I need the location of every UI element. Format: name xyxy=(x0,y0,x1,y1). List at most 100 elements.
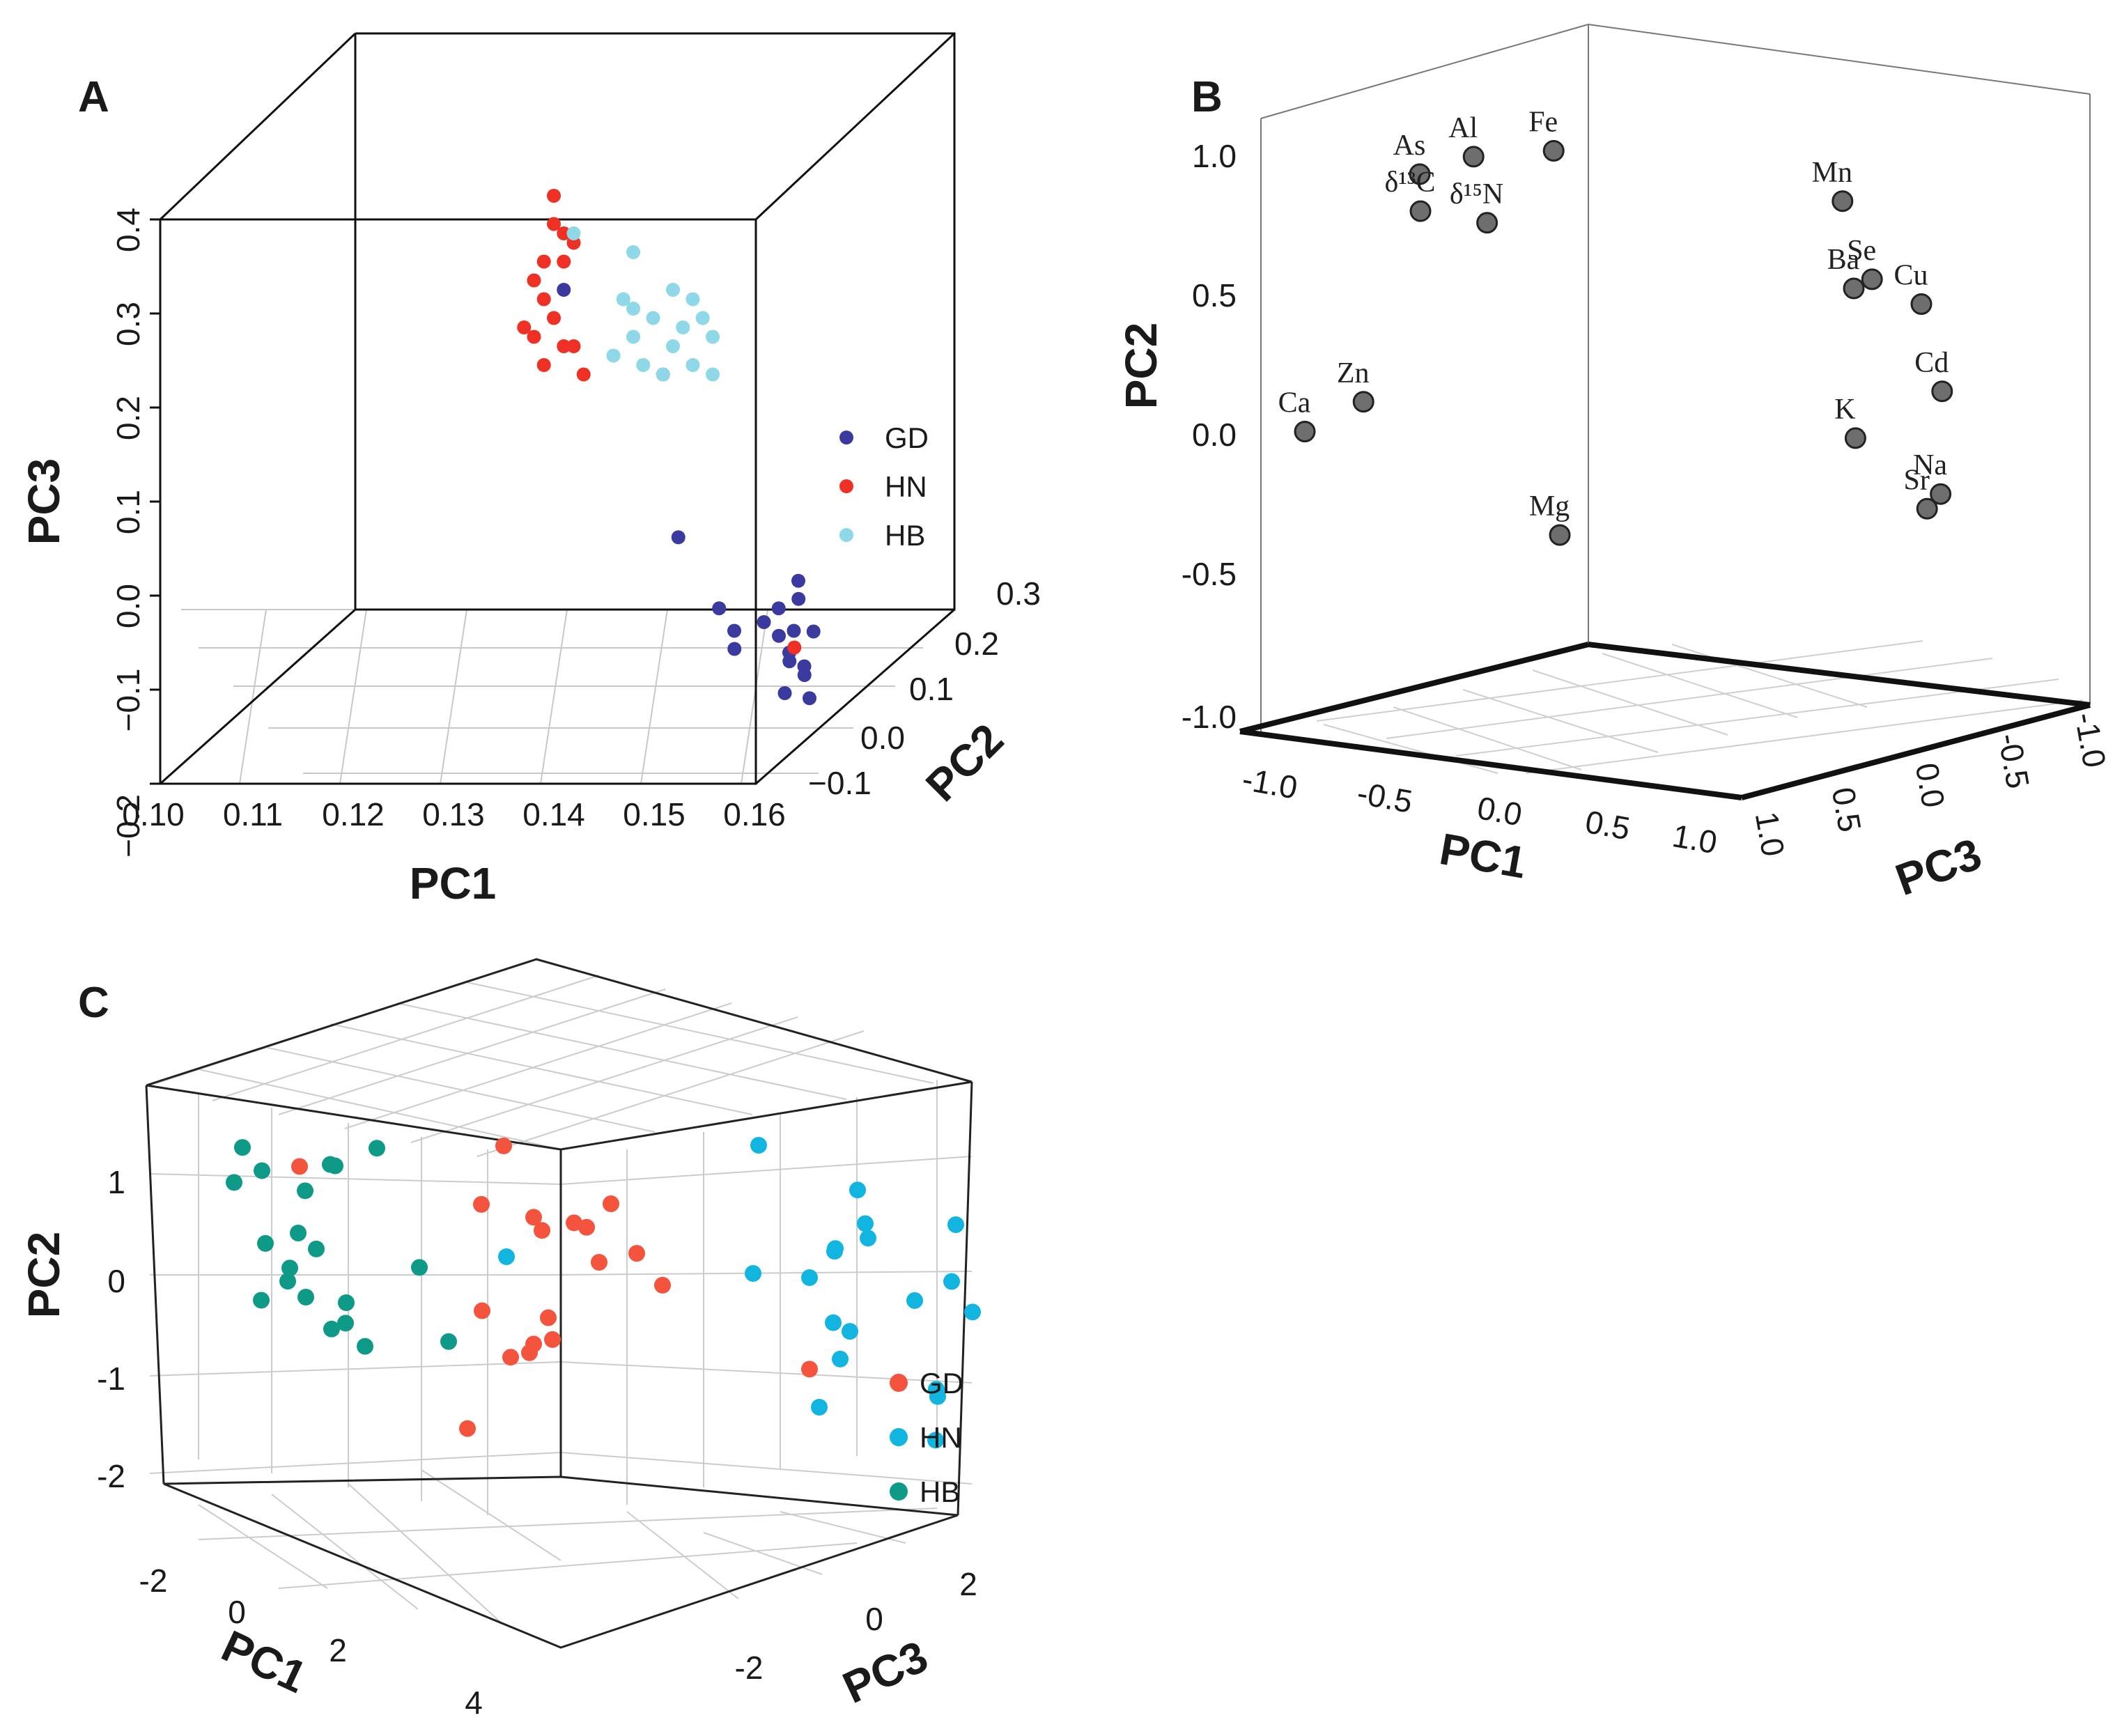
panel-a-pc2-tick: 0.3 xyxy=(996,575,1041,612)
panel-a-point-gd xyxy=(671,530,686,545)
panel-b-point-label: Al xyxy=(1448,112,1478,144)
panel-a-legend: GD HN HB xyxy=(839,421,929,552)
panel-a-point-gd xyxy=(557,283,571,297)
panel-c-point-gd xyxy=(534,1222,550,1239)
panel-a-point-hb xyxy=(666,339,680,353)
panel-c-point-hn xyxy=(964,1303,981,1321)
panel-b-point xyxy=(1294,421,1316,442)
panel-c-point-hn xyxy=(947,1216,964,1233)
panel-b-point xyxy=(1843,277,1865,300)
panel-c-legend-label-gd: GD xyxy=(920,1367,963,1400)
panel-b-pc3-tick: -0.5 xyxy=(1991,731,2036,791)
panel-a-pc3-tick: 0.4 xyxy=(110,208,146,252)
panel-c-legend-label-hb: HB xyxy=(920,1475,960,1508)
panel-c-point-hn xyxy=(906,1292,923,1309)
panel-b-floor-grid xyxy=(1316,640,2084,774)
panel-c-point-gd xyxy=(459,1420,476,1437)
panel-a-pc1-tick: 0.14 xyxy=(522,796,585,832)
panel-b-point-label: Se xyxy=(1847,235,1876,267)
panel-a-point-hb xyxy=(636,358,651,372)
panel-a-point-gd xyxy=(772,628,786,643)
panel-c-pc3-title: PC3 xyxy=(835,1631,935,1713)
panel-a-point-hb xyxy=(606,348,621,363)
panel-b-point xyxy=(1462,146,1485,168)
panel-c-legend: GD HN HB xyxy=(890,1367,963,1508)
panel-a-pc2-title: PC2 xyxy=(916,714,1013,811)
panel-b-pc3-tick: 0.5 xyxy=(1825,784,1868,835)
panel-c-point-gd xyxy=(566,1214,582,1232)
panel-b-point xyxy=(1930,483,1952,505)
panel-a-point-gd xyxy=(797,668,812,682)
panel-c-point-hn xyxy=(498,1248,515,1265)
panel-c-point-gd xyxy=(521,1344,538,1361)
panel-c-point-hn xyxy=(842,1323,858,1340)
panel-label-a: A xyxy=(78,73,109,121)
panel-a-legend-marker-gd xyxy=(839,431,853,444)
panel-c-point-hb xyxy=(253,1292,270,1309)
panel-a-pc3-tick: −0.2 xyxy=(110,794,146,858)
panel-c-points xyxy=(226,1137,981,1449)
panel-b-pc2-ticks: -1.0 -0.5 0.0 0.5 1.0 xyxy=(1182,138,1237,735)
panel-c-point-hb xyxy=(357,1338,373,1355)
panel-b-point xyxy=(1831,190,1854,212)
panel-c-point-hb xyxy=(338,1294,355,1311)
panel-a-point-hn xyxy=(557,254,571,269)
panel-b-point xyxy=(1916,497,1938,520)
panel-b-pc1-ticks: -1.0 -0.5 0.0 0.5 1.0 xyxy=(1239,761,1720,861)
panel-b-pc1-tick: -0.5 xyxy=(1354,775,1415,820)
panel-a-point-hb xyxy=(626,330,640,344)
panel-c-point-hn xyxy=(801,1269,818,1286)
panel-label-c: C xyxy=(78,979,109,1027)
panel-c-point-gd xyxy=(544,1331,561,1348)
panel-a-pc1-tick: 0.16 xyxy=(723,796,786,832)
panel-c-pc1-tick: 4 xyxy=(465,1684,483,1721)
panel-label-b: B xyxy=(1191,73,1223,121)
panel-b-point xyxy=(1409,163,1431,185)
panel-a-point-hn xyxy=(536,358,551,372)
panel-b: B xyxy=(1116,24,2113,905)
panel-c-point-hn xyxy=(745,1265,761,1282)
panel-c-pc1-tick: -2 xyxy=(139,1563,168,1599)
panel-b-pc2-title: PC2 xyxy=(1116,323,1166,410)
panel-c-pc1-title: PC1 xyxy=(215,1620,314,1703)
panel-a-point-hn xyxy=(527,273,541,288)
panel-c-legend-marker-hb xyxy=(890,1482,908,1501)
panel-a-point-hb xyxy=(566,226,581,240)
panel-b-pc3-tick: -1.0 xyxy=(2068,710,2113,770)
panel-b-point-label: δ¹³C xyxy=(1385,166,1436,199)
panel-c: C xyxy=(19,958,981,1721)
panel-c-pc2-tick: -2 xyxy=(97,1458,125,1494)
panel-c-pc1-tick: 0 xyxy=(228,1594,246,1630)
panel-a-point-hn xyxy=(566,339,581,353)
panel-b-pc1-tick: -1.0 xyxy=(1239,761,1300,806)
panel-c-point-hn xyxy=(849,1181,866,1199)
panel-c-pc3-tick: 0 xyxy=(865,1601,883,1637)
panel-c-point-gd xyxy=(502,1349,519,1366)
panel-c-pc1-tick: 2 xyxy=(329,1632,347,1668)
panel-c-point-hb xyxy=(308,1240,325,1257)
panel-c-point-gd xyxy=(474,1302,490,1319)
panel-b-pc1-tick: 1.0 xyxy=(1670,817,1720,860)
panel-c-pc2-title: PC2 xyxy=(19,1232,69,1319)
panel-a-point-gd xyxy=(777,686,792,700)
panel-a-pc2-tick: −0.1 xyxy=(808,765,872,801)
panel-b-point xyxy=(1861,268,1883,290)
panel-c-pc2-tick: 1 xyxy=(107,1164,125,1200)
panel-a-legend-marker-hb xyxy=(839,528,853,542)
panel-a-point-hb xyxy=(616,292,630,307)
panel-a-pc1-tick: 0.15 xyxy=(623,796,686,832)
panel-a-point-hb xyxy=(686,358,700,372)
panel-a-point-hn xyxy=(527,330,541,344)
panel-c-legend-marker-hn xyxy=(890,1428,908,1446)
panel-a-point-hb xyxy=(626,245,640,259)
panel-c-point-hn xyxy=(927,1432,944,1449)
panel-c-point-gd xyxy=(473,1195,490,1213)
panel-c-point-hb xyxy=(337,1315,354,1332)
panel-c-point-hn xyxy=(825,1314,842,1331)
panel-b-point xyxy=(1910,293,1933,315)
panel-b-point-label: Sr xyxy=(1904,464,1930,496)
panel-c-point-gd xyxy=(628,1245,645,1262)
panel-b-point-label: K xyxy=(1834,394,1855,426)
panel-a-point-hn xyxy=(536,292,551,307)
